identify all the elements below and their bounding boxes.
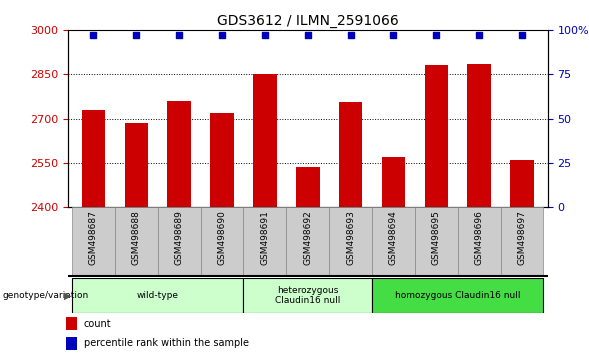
Bar — [415, 207, 458, 276]
Bar — [82, 110, 105, 207]
Bar — [66, 337, 77, 350]
Title: GDS3612 / ILMN_2591066: GDS3612 / ILMN_2591066 — [217, 14, 399, 28]
Bar — [201, 207, 243, 276]
Bar — [243, 207, 286, 276]
Text: GSM498697: GSM498697 — [518, 211, 527, 266]
Text: GSM498691: GSM498691 — [260, 211, 269, 266]
Bar — [372, 207, 415, 276]
Bar — [425, 65, 448, 207]
Text: homozygous Claudin16 null: homozygous Claudin16 null — [395, 291, 521, 300]
Bar — [158, 207, 201, 276]
Bar — [468, 64, 491, 207]
Text: percentile rank within the sample: percentile rank within the sample — [84, 338, 249, 348]
Bar — [339, 102, 362, 207]
Point — [475, 33, 484, 38]
Bar — [286, 207, 329, 276]
Text: heterozygous
Claudin16 null: heterozygous Claudin16 null — [275, 286, 340, 305]
Text: genotype/variation: genotype/variation — [3, 291, 89, 300]
Point — [303, 33, 312, 38]
Bar — [382, 157, 405, 207]
Bar — [115, 207, 158, 276]
Point — [131, 33, 141, 38]
Bar — [501, 207, 544, 276]
Bar — [253, 74, 277, 207]
Text: count: count — [84, 319, 111, 329]
Text: GSM498695: GSM498695 — [432, 211, 441, 266]
Text: ▶: ▶ — [64, 291, 71, 301]
Text: GSM498693: GSM498693 — [346, 211, 355, 266]
Bar — [458, 207, 501, 276]
Point — [389, 33, 398, 38]
Bar — [243, 278, 372, 313]
Point — [89, 33, 98, 38]
Bar — [72, 278, 243, 313]
Point — [174, 33, 184, 38]
Bar — [296, 167, 320, 207]
Bar — [210, 113, 234, 207]
Point — [346, 33, 355, 38]
Bar — [72, 207, 115, 276]
Text: GSM498694: GSM498694 — [389, 211, 398, 265]
Point — [217, 33, 227, 38]
Bar — [167, 101, 191, 207]
Text: GSM498696: GSM498696 — [475, 211, 484, 266]
Bar — [124, 123, 148, 207]
Bar — [372, 278, 544, 313]
Text: GSM498689: GSM498689 — [175, 211, 184, 266]
Bar — [66, 318, 77, 330]
Text: GSM498687: GSM498687 — [89, 211, 98, 266]
Point — [432, 33, 441, 38]
Text: GSM498690: GSM498690 — [217, 211, 227, 266]
Text: wild-type: wild-type — [137, 291, 178, 300]
Bar — [329, 207, 372, 276]
Point — [517, 33, 527, 38]
Text: GSM498688: GSM498688 — [132, 211, 141, 266]
Bar — [510, 160, 534, 207]
Text: GSM498692: GSM498692 — [303, 211, 312, 265]
Point — [260, 33, 270, 38]
